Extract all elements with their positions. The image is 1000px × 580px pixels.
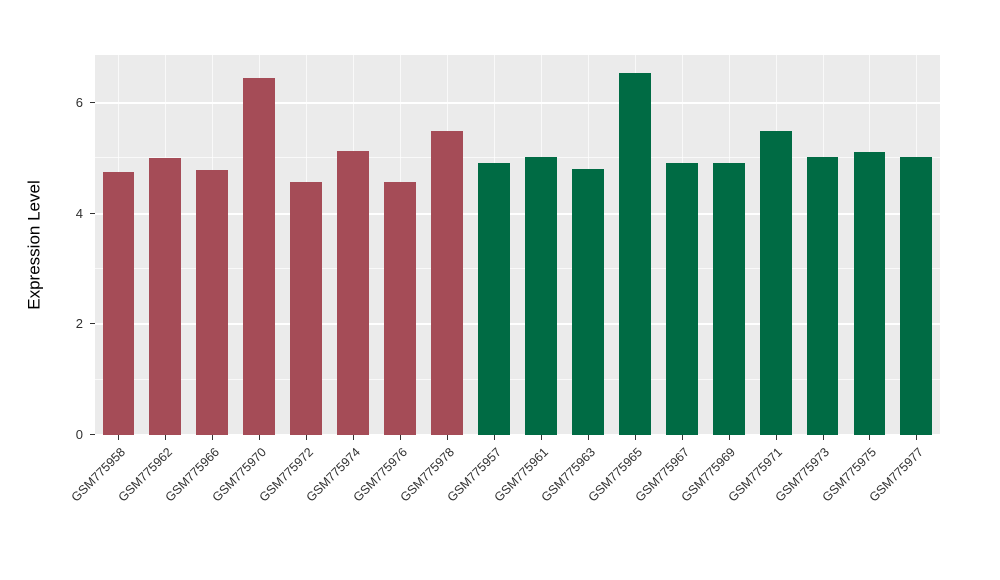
y-axis-labels: 0 2 4 6 <box>0 55 95 442</box>
bar-GSM775966 <box>196 170 229 435</box>
bar-slot <box>846 55 893 435</box>
bar-slot <box>799 55 846 435</box>
x-tick-slot: GSM775970 <box>210 435 283 555</box>
x-tick-slot: GSM775971 <box>726 435 799 555</box>
minor-gridline <box>95 268 940 270</box>
x-tick-slot: GSM775967 <box>632 435 705 555</box>
bar-GSM775957 <box>478 162 510 435</box>
x-tick-slot: GSM775966 <box>163 435 236 555</box>
bar-slot <box>95 55 142 435</box>
major-gridline <box>95 102 940 105</box>
bar-GSM775977 <box>900 157 933 435</box>
y-tick-label: 6 <box>75 95 83 111</box>
bar-slot <box>471 55 518 435</box>
major-gridline <box>95 434 940 436</box>
major-gridline <box>95 323 940 326</box>
x-tick-slot: GSM775961 <box>491 435 564 555</box>
x-tick-mark <box>540 435 542 440</box>
x-tick-mark <box>681 435 683 440</box>
y-tick-mark <box>90 212 95 214</box>
y-tick-mark <box>90 102 95 104</box>
bar-slot <box>517 55 564 435</box>
bar-GSM775969 <box>712 162 745 435</box>
x-tick-slot: GSM775978 <box>397 435 471 555</box>
bar-slot <box>330 55 377 435</box>
x-tick-slot: GSM775976 <box>350 435 424 555</box>
x-tick-slot: GSM775972 <box>257 435 330 555</box>
bar-GSM775972 <box>290 182 323 435</box>
x-tick-mark <box>259 435 261 440</box>
plot-panel <box>95 55 940 436</box>
bar-slot <box>142 55 189 435</box>
x-tick-mark <box>165 435 167 440</box>
x-tick-mark <box>775 435 777 440</box>
bar-slot <box>424 55 471 435</box>
bar-slot <box>189 55 236 435</box>
x-tick-mark <box>869 435 871 440</box>
x-tick-slot: GSM775969 <box>679 435 752 555</box>
bar-GSM775975 <box>853 152 886 435</box>
y-tick-mark <box>90 323 95 325</box>
bars-container <box>95 55 940 435</box>
x-tick-mark <box>118 435 120 440</box>
x-tick-slot: GSM775965 <box>585 435 658 555</box>
bar-slot <box>705 55 752 435</box>
bar-slot <box>893 55 940 435</box>
bar-GSM775963 <box>571 168 604 435</box>
x-tick-mark <box>353 435 355 440</box>
x-tick-mark <box>447 435 449 440</box>
bar-slot <box>752 55 799 435</box>
x-tick-slot: GSM775958 <box>69 435 142 555</box>
bar-GSM775970 <box>243 78 276 435</box>
major-gridline <box>95 212 940 215</box>
bar-slot <box>658 55 705 435</box>
x-tick-mark <box>634 435 636 440</box>
x-tick-mark <box>400 435 402 440</box>
bar-slot <box>236 55 283 435</box>
x-tick-mark <box>306 435 308 440</box>
bar-slot <box>564 55 611 435</box>
bar-GSM775974 <box>337 151 370 435</box>
bar-GSM775961 <box>524 156 557 435</box>
x-tick-slot: GSM775975 <box>820 435 893 555</box>
bar-slot <box>283 55 330 435</box>
x-tick-mark <box>728 435 730 440</box>
bar-GSM775967 <box>665 162 698 435</box>
y-tick-label: 2 <box>75 316 83 332</box>
bar-GSM775978 <box>431 130 463 435</box>
minor-gridline <box>95 157 940 159</box>
x-tick-slot: GSM775962 <box>116 435 189 555</box>
y-tick-label: 0 <box>75 427 83 442</box>
bar-GSM775973 <box>806 156 839 435</box>
x-tick-mark <box>212 435 214 440</box>
x-tick-mark <box>822 435 824 440</box>
x-axis-labels: GSM775958 GSM775962 GSM775966 GSM775970 GSM7… <box>69 435 940 555</box>
x-tick-mark <box>916 435 918 440</box>
bar-GSM775976 <box>384 182 417 435</box>
bar-GSM775965 <box>618 72 651 435</box>
bar-GSM775958 <box>102 172 135 435</box>
minor-gridline <box>95 378 940 380</box>
y-tick-mark <box>90 434 95 435</box>
bar-slot <box>377 55 424 435</box>
x-tick-mark <box>587 435 589 440</box>
bar-GSM775971 <box>759 130 792 435</box>
bar-slot <box>611 55 658 435</box>
x-tick-slot: GSM775977 <box>867 435 940 555</box>
x-tick-mark <box>493 435 495 440</box>
x-tick-slot: GSM775957 <box>444 435 518 555</box>
x-tick-slot: GSM775963 <box>538 435 611 555</box>
bar-GSM775962 <box>149 158 182 435</box>
x-tick-slot: GSM775974 <box>304 435 377 555</box>
y-tick-label: 4 <box>75 205 83 221</box>
x-tick-slot: GSM775973 <box>773 435 846 555</box>
